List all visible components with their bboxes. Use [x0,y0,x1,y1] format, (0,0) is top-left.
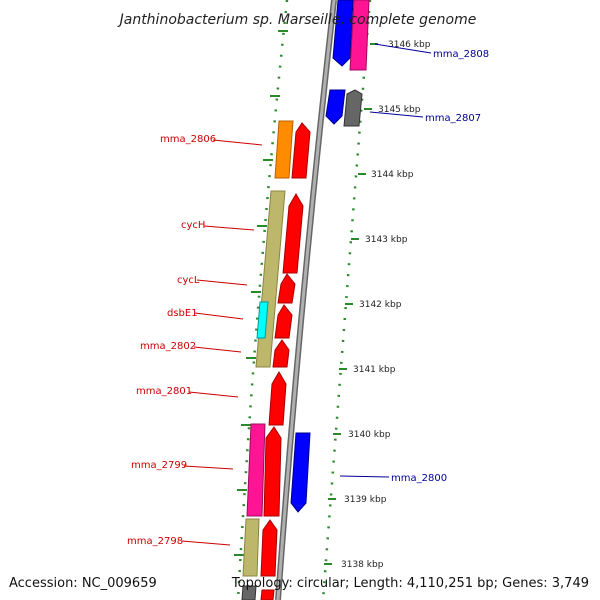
gene-mma-2801-arrow[interactable] [268,371,287,426]
gene-label-mma-2808[interactable]: mma_2808 [433,49,489,60]
gene-mma-2802-arrow[interactable] [272,339,290,368]
kbp-label: 3139 kbp [344,495,387,505]
kbp-label: 3141 kbp [353,365,396,375]
kbp-label: 3142 kbp [359,300,402,310]
gene-cycH-arrow[interactable] [282,193,304,274]
gene-label-mma-2799[interactable]: mma_2799 [131,460,187,471]
gene-mma-2798-arrow[interactable] [260,519,278,577]
gene-mma-2800-blue[interactable] [290,432,311,513]
gene-red-arrow[interactable] [291,122,311,179]
inner-genes [241,120,311,600]
gene-mma-2799-pink[interactable] [246,423,266,517]
kbp-label: 3140 kbp [348,430,391,440]
gene-mma-2807-blue[interactable] [325,89,346,125]
gene-mma-2808-blue[interactable] [332,0,354,67]
right-tick-ring [321,0,372,600]
gene-dsbE1[interactable] [256,301,269,339]
topology-text: Topology: circular; Length: 4,110,251 bp… [231,576,589,591]
gene-label-cycH[interactable]: cycH [181,220,205,231]
kbp-label: 3143 kbp [365,235,408,245]
gene-khaki-long[interactable] [255,190,286,368]
left-tick-ring [236,0,289,600]
gene-mma-2806[interactable] [274,120,294,179]
gene-label-mma-2806[interactable]: mma_2806 [160,134,216,145]
gene-grey-bottom[interactable] [241,585,257,600]
map-title: Janthinobacterium sp. Marseille, complet… [117,12,477,28]
label-leaders [181,43,432,546]
gene-label-mma-2807[interactable]: mma_2807 [425,113,481,124]
gene-label-dsbE1[interactable]: dsbE1 [167,308,198,319]
kbp-label: 3144 kbp [371,170,414,180]
gene-label-cycL[interactable]: cycL [177,275,200,286]
gene-red-bottom[interactable] [260,589,275,600]
accession-text: Accession: NC_009659 [9,576,157,591]
genome-backbone [275,0,337,600]
right-gene-labels: mma_2808 mma_2807 mma_2800 [391,49,489,484]
kbp-label: 3146 kbp [388,40,431,50]
gene-label-mma-2800[interactable]: mma_2800 [391,473,447,484]
left-gene-labels: mma_2806 cycH cycL dsbE1 mma_2802 mma_28… [127,134,216,547]
gene-label-mma-2801[interactable]: mma_2801 [136,386,192,397]
kbp-label: 3145 kbp [378,105,421,115]
kbp-labels: 3146 kbp 3145 kbp 3144 kbp 3143 kbp 3142… [341,40,431,570]
gene-mma-2807-grey[interactable] [343,89,363,127]
gene-mma-2799-arrow[interactable] [263,426,282,517]
kbp-label: 3138 kbp [341,560,384,570]
gene-cycL-arrow[interactable] [277,273,296,304]
left-major-ticks [234,30,288,556]
gene-label-mma-2802[interactable]: mma_2802 [140,341,196,352]
outer-genes [290,0,370,513]
gene-mma-2798-khaki[interactable] [242,518,260,577]
gene-label-mma-2798[interactable]: mma_2798 [127,536,183,547]
gene-mma-2808-pink[interactable] [349,0,370,71]
gene-dsbE1-arrow[interactable] [274,304,293,339]
